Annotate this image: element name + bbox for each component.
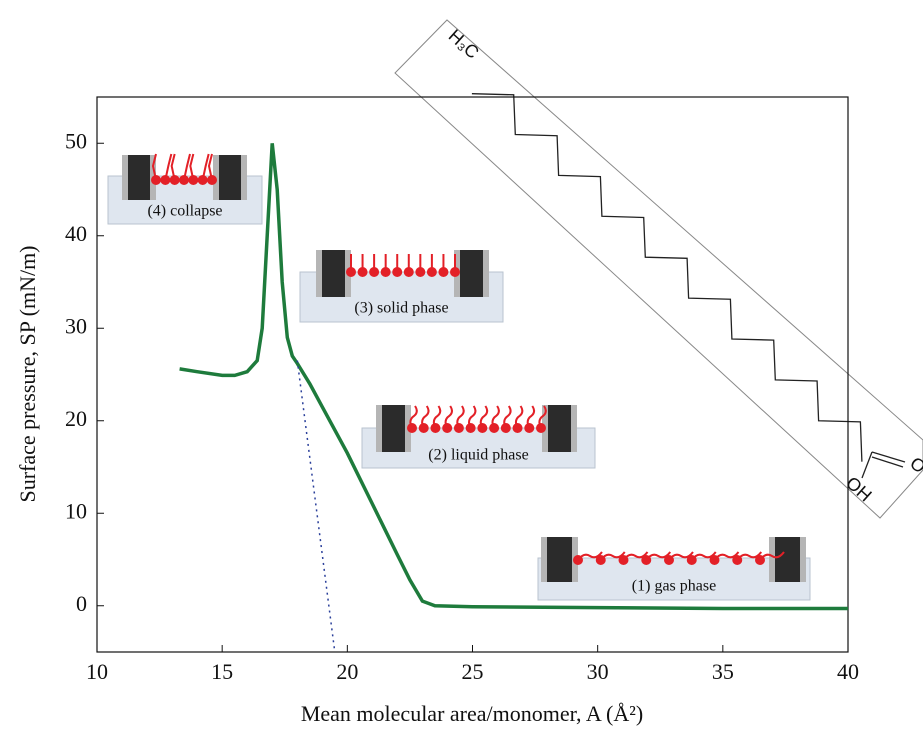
lipid-head — [151, 175, 161, 185]
lipid-head — [536, 423, 546, 433]
series-line — [179, 143, 848, 611]
annotation: (4) collapse — [147, 203, 222, 220]
trough — [537, 557, 811, 601]
x-tick-label: 40 — [837, 659, 859, 684]
lipid-head — [426, 267, 437, 277]
lipid-head — [453, 423, 464, 433]
lipid-head — [380, 267, 391, 277]
carbonyl-bond — [871, 451, 906, 463]
lipid-head — [450, 267, 460, 277]
lipid-head — [430, 423, 441, 433]
x-tick-label: 25 — [462, 659, 484, 684]
lipid-head — [489, 423, 500, 433]
lipid-head — [755, 555, 765, 565]
barrier — [460, 250, 483, 297]
molecule-frame — [394, 19, 923, 519]
y-tick-label: 40 — [65, 221, 87, 246]
annotation: (1) gas phase — [632, 578, 716, 595]
annotation: (3) solid phase — [354, 300, 448, 317]
lipid-head — [573, 555, 583, 565]
lipid-head — [524, 423, 535, 433]
lipid-head — [709, 555, 720, 565]
annotation: (2) liquid phase — [428, 447, 528, 464]
barrier — [548, 405, 571, 452]
lipid-head — [346, 267, 356, 277]
lipid-head — [415, 267, 426, 277]
y-tick-label: 30 — [65, 313, 87, 338]
lipid-head — [369, 267, 380, 277]
lipid-head — [641, 555, 652, 565]
x-tick-label: 15 — [211, 659, 233, 684]
lipid-head — [442, 423, 453, 433]
barrier — [382, 405, 405, 452]
lipid-head — [407, 423, 417, 433]
barrier — [322, 250, 345, 297]
x-tick-label: 10 — [86, 659, 108, 684]
lipid-head — [512, 423, 523, 433]
y-tick-label: 10 — [65, 498, 87, 523]
lipid-head — [179, 175, 189, 185]
lipid-head — [664, 555, 674, 565]
lipid-head — [418, 423, 429, 433]
inset: (1) gas phase — [537, 537, 811, 601]
x-tick-label: 20 — [336, 659, 358, 684]
inset: (2) liquid phase — [361, 405, 596, 469]
lipid-head — [357, 267, 368, 277]
lipid-head — [595, 555, 606, 565]
lipid-head — [403, 267, 414, 277]
lipid-head — [207, 175, 217, 185]
x-tick-label: 35 — [712, 659, 734, 684]
x-tick-label: 30 — [587, 659, 609, 684]
barrier — [775, 537, 800, 582]
lipid-head — [500, 423, 511, 433]
y-tick-label: 0 — [76, 591, 87, 616]
lipid-head — [169, 175, 180, 185]
lipid-head — [465, 423, 476, 433]
lipid-head — [686, 555, 697, 565]
lipid-head — [197, 175, 208, 185]
lipid-head — [732, 555, 743, 565]
inset: (3) solid phase — [299, 250, 504, 323]
x-axis-label: Mean molecular area/monomer, A (Å²) — [301, 701, 643, 726]
lipid-head — [438, 267, 449, 277]
barrier — [547, 537, 572, 582]
carbon-chain — [471, 93, 863, 462]
y-tick-label: 50 — [65, 128, 87, 153]
lipid-head — [392, 267, 403, 277]
lipid-head — [618, 555, 629, 565]
lipid-head — [160, 175, 171, 185]
lipid-tail — [759, 551, 785, 561]
inset: (4) collapse — [107, 153, 263, 225]
y-tick-label: 20 — [65, 406, 87, 431]
lipid-head — [188, 175, 199, 185]
carbonyl-bond — [871, 456, 904, 468]
molecule-label: H₃C — [445, 25, 483, 62]
barrier — [128, 155, 150, 200]
molecule-label: OH — [842, 473, 875, 506]
lipid-head — [477, 423, 488, 433]
barrier — [219, 155, 241, 200]
series-line — [296, 360, 336, 653]
y-axis-label: Surface pressure, SP (mN/m) — [15, 245, 40, 502]
hydroxyl-bond — [861, 451, 873, 479]
